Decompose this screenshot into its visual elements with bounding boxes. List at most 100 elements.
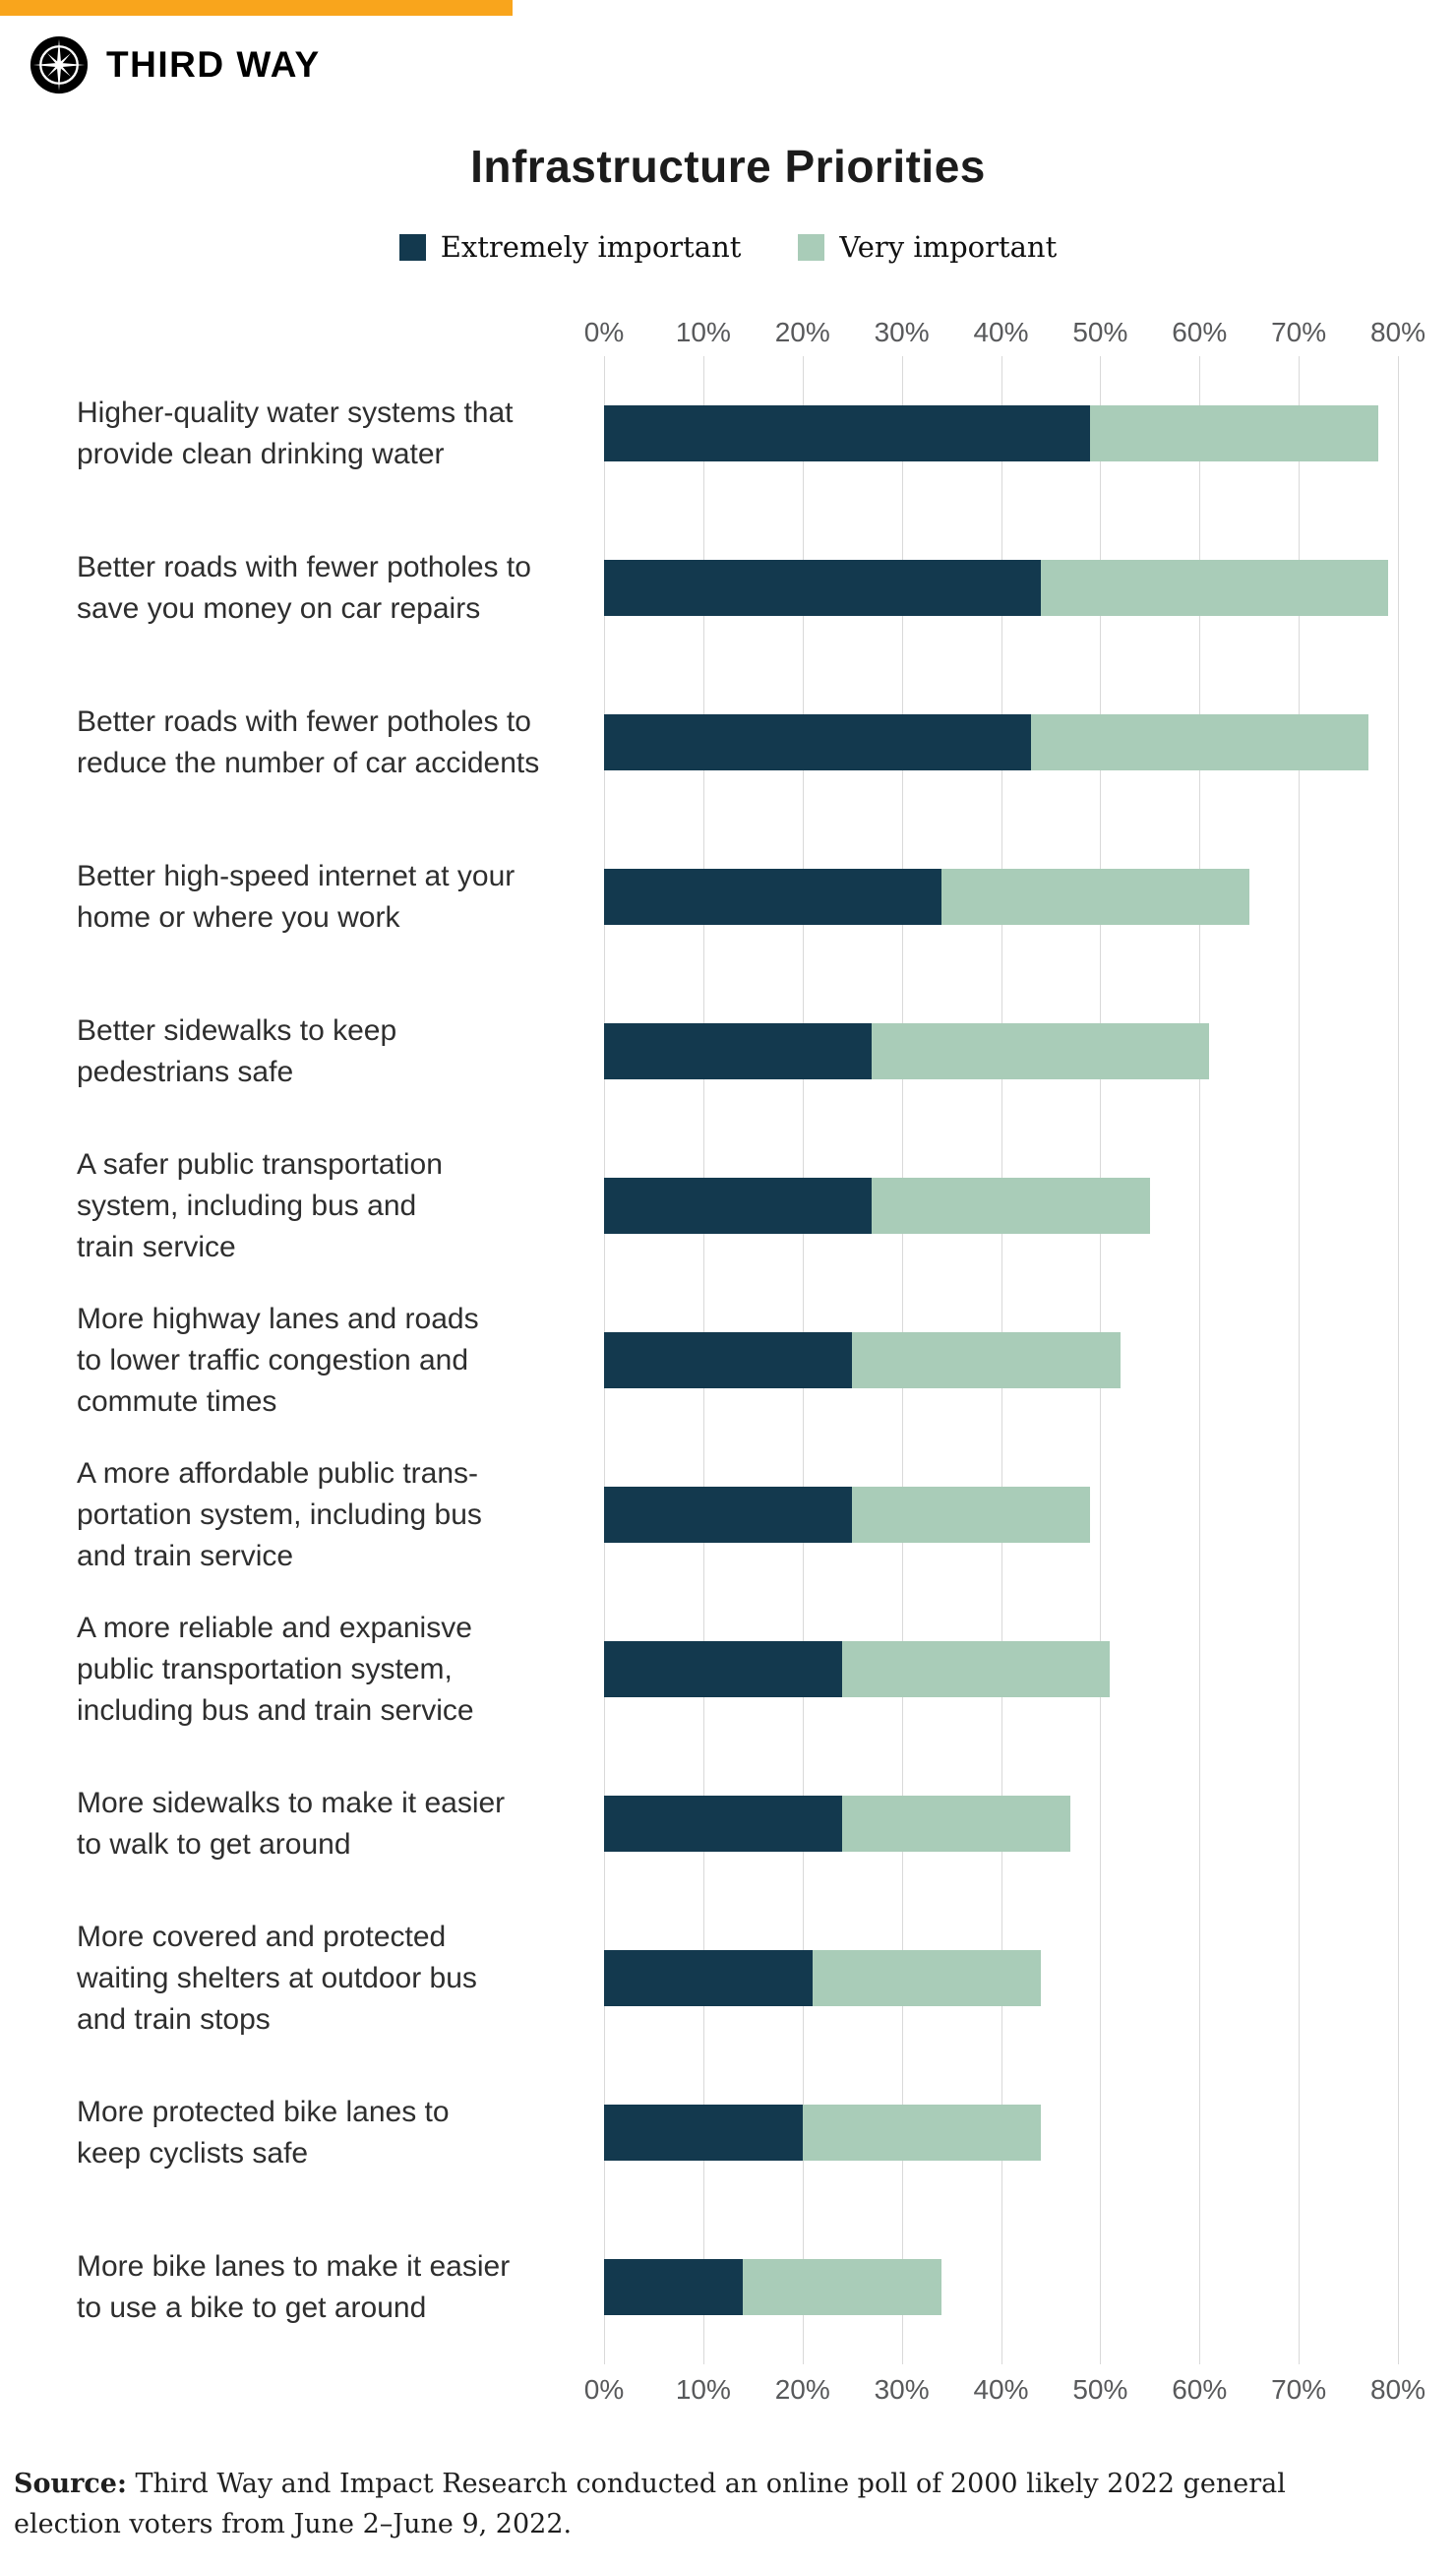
chart-row: Better high-speed internet at your home … xyxy=(0,820,1456,974)
axis-tick-label: 30% xyxy=(874,2374,930,2405)
source-note: Source: Third Way and Impact Research co… xyxy=(14,2465,1391,2544)
bar-track xyxy=(604,1950,1398,2006)
axis-tick-label: 20% xyxy=(774,2374,830,2405)
bar-track xyxy=(604,1796,1398,1852)
x-axis-bottom: 0% 10% 20% 30% 40% 50% 60% 70% 80% xyxy=(584,2364,1426,2414)
bar-segment-extremely-important xyxy=(604,1332,853,1388)
bar-segment-very-important xyxy=(872,1023,1210,1079)
chart-row: More highway lanes and roads to lower tr… xyxy=(0,1283,1456,1437)
brand-name: THIRD WAY xyxy=(106,44,321,85)
axis-tick-label: 70% xyxy=(1271,2374,1327,2405)
bar-segment-extremely-important xyxy=(604,1023,873,1079)
bar-segment-extremely-important xyxy=(604,1796,843,1852)
bar-segment-very-important xyxy=(842,1641,1111,1697)
bar-track xyxy=(604,1178,1398,1234)
axis-tick-label: 50% xyxy=(1072,317,1128,347)
axis-tick-label: 60% xyxy=(1172,317,1228,347)
chart-row: More covered and protected waiting shelt… xyxy=(0,1901,1456,2055)
bar-segment-extremely-important xyxy=(604,2105,803,2161)
bar-segment-extremely-important xyxy=(604,405,1091,461)
chart-rows: Higher-quality water systems that provid… xyxy=(0,356,1456,2364)
chart-row: More bike lanes to make it easier to use… xyxy=(0,2210,1456,2364)
bar-segment-very-important xyxy=(743,2259,941,2315)
chart-row: More sidewalks to make it easier to walk… xyxy=(0,1746,1456,1901)
category-label: Better high-speed internet at your home … xyxy=(77,859,516,934)
category-label: More highway lanes and roads to lower tr… xyxy=(77,1302,479,1418)
bar-segment-extremely-important xyxy=(604,1950,813,2006)
plot-area: Higher-quality water systems that provid… xyxy=(0,356,1456,2364)
compass-logo-icon xyxy=(30,35,89,94)
axis-tick-label: 10% xyxy=(675,317,731,347)
legend-item-extremely-important: Extremely important xyxy=(398,230,742,264)
axis-tick-label: 30% xyxy=(874,317,930,347)
brand-header: THIRD WAY xyxy=(30,35,1456,94)
axis-tick-label: 20% xyxy=(774,317,830,347)
axis-tick-label: 50% xyxy=(1072,2374,1128,2405)
bar-track xyxy=(604,560,1398,616)
axis-tick-label: 0% xyxy=(583,2374,625,2405)
category-label: Better sidewalks to keep pedestrians saf… xyxy=(77,1013,397,1088)
axis-tick-label: 60% xyxy=(1172,2374,1228,2405)
category-label: Better roads with fewer potholes to redu… xyxy=(77,704,540,779)
chart-row: A safer public transportation system, in… xyxy=(0,1129,1456,1283)
chart-row: A more reliable and expanisve public tra… xyxy=(0,1592,1456,1746)
bar-segment-very-important xyxy=(872,1178,1150,1234)
chart-legend: Extremely important Very important xyxy=(0,230,1456,264)
bar-segment-extremely-important xyxy=(604,869,941,925)
category-label: More bike lanes to make it easier to use… xyxy=(77,2249,511,2324)
bar-segment-very-important xyxy=(802,2105,1041,2161)
source-text: Third Way and Impact Research conducted … xyxy=(14,2469,1286,2539)
bar-track xyxy=(604,2259,1398,2315)
legend-label: Very important xyxy=(839,230,1058,264)
bar-segment-extremely-important xyxy=(604,1487,853,1543)
chart-row: Better roads with fewer potholes to redu… xyxy=(0,665,1456,820)
axis-tick-label: 40% xyxy=(973,317,1029,347)
bar-segment-very-important xyxy=(940,869,1249,925)
chart-row: Better sidewalks to keep pedestrians saf… xyxy=(0,974,1456,1129)
chart-row: A more affordable public trans- portatio… xyxy=(0,1437,1456,1592)
gridline xyxy=(1299,356,1301,2364)
bar-track xyxy=(604,405,1398,461)
category-label: Better roads with fewer potholes to save… xyxy=(77,550,531,625)
axis-tick-label: 70% xyxy=(1271,317,1327,347)
bar-segment-very-important xyxy=(842,1796,1071,1852)
bar-segment-extremely-important xyxy=(604,560,1041,616)
bar-track xyxy=(604,1641,1398,1697)
legend-swatch-very-important xyxy=(798,233,825,261)
axis-tick-label: 0% xyxy=(583,317,625,347)
bar-segment-extremely-important xyxy=(604,714,1031,770)
category-label: A safer public transportation system, in… xyxy=(77,1147,443,1263)
source-label: Source: xyxy=(14,2469,127,2499)
bar-segment-extremely-important xyxy=(604,2259,744,2315)
bar-segment-very-important xyxy=(812,1950,1041,2006)
chart-row: Better roads with fewer potholes to save… xyxy=(0,511,1456,665)
bar-segment-very-important xyxy=(852,1332,1121,1388)
category-label: More protected bike lanes to keep cyclis… xyxy=(77,2095,450,2170)
bar-track xyxy=(604,1023,1398,1079)
bar-segment-very-important xyxy=(852,1487,1091,1543)
axis-tick-label: 40% xyxy=(973,2374,1029,2405)
bar-segment-very-important xyxy=(1030,714,1368,770)
chart-row: Higher-quality water systems that provid… xyxy=(0,356,1456,511)
category-label: More covered and protected waiting shelt… xyxy=(77,1920,477,2036)
bar-track xyxy=(604,1332,1398,1388)
category-label: A more affordable public trans- portatio… xyxy=(77,1456,482,1572)
bar-segment-extremely-important xyxy=(604,1178,873,1234)
axis-tick-label: 10% xyxy=(675,2374,731,2405)
bar-segment-very-important xyxy=(1090,405,1378,461)
category-label: A more reliable and expanisve public tra… xyxy=(77,1611,474,1727)
axis-tick-label: 80% xyxy=(1369,317,1426,347)
bar-segment-very-important xyxy=(1040,560,1388,616)
category-label: Higher-quality water systems that provid… xyxy=(77,396,514,470)
chart-row: More protected bike lanes to keep cyclis… xyxy=(0,2055,1456,2210)
legend-label: Extremely important xyxy=(440,230,742,264)
bar-track xyxy=(604,1487,1398,1543)
chart-title: Infrastructure Priorities xyxy=(470,141,986,192)
category-label: More sidewalks to make it easier to walk… xyxy=(77,1786,506,1861)
gridline xyxy=(1199,356,1201,2364)
gridline xyxy=(1398,356,1399,2364)
x-axis-top: 0% 10% 20% 30% 40% 50% 60% 70% 80% xyxy=(584,313,1426,356)
bar-segment-extremely-important xyxy=(604,1641,843,1697)
legend-swatch-extremely-important xyxy=(398,233,426,261)
